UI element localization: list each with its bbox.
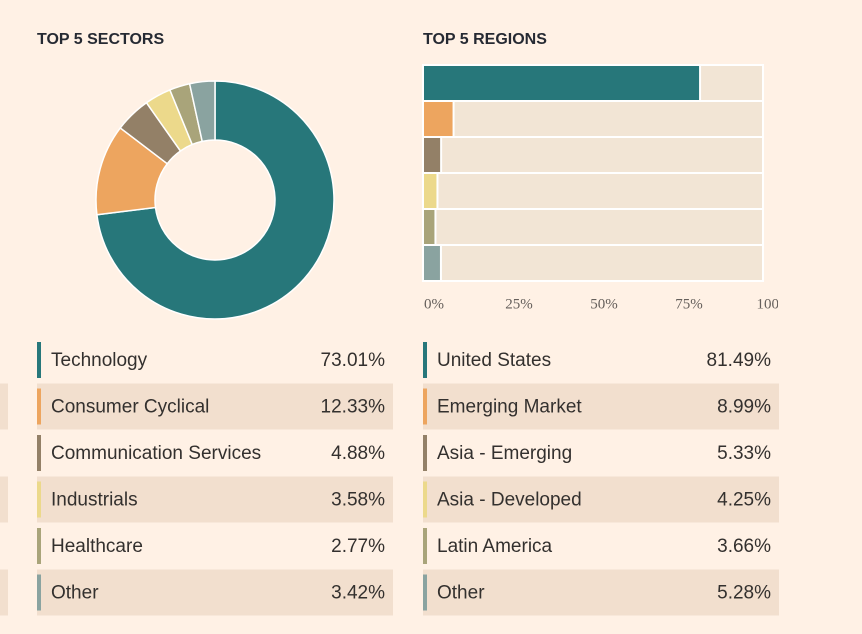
legend-swatch [37, 342, 41, 378]
bar [422, 172, 439, 210]
bar-track [422, 208, 764, 246]
bar [422, 208, 437, 246]
row-background [37, 569, 393, 616]
row-background [37, 476, 393, 523]
bar [422, 244, 442, 282]
bar-track [422, 244, 764, 282]
bar [422, 136, 443, 174]
x-tick-label: 25% [505, 296, 533, 312]
legend-swatch [423, 435, 427, 471]
value-label: 81.49% [707, 350, 772, 371]
legend-swatch [37, 388, 41, 425]
row-background [37, 383, 393, 430]
category-label: Other [437, 583, 485, 604]
category-label: Emerging Market [437, 397, 582, 418]
value-label: 73.01% [321, 350, 386, 371]
value-label: 5.28% [717, 583, 771, 604]
legend-swatch [37, 528, 41, 564]
row-background [0, 476, 8, 523]
x-tick-label: 0% [424, 296, 444, 312]
category-label: Asia - Emerging [437, 443, 572, 464]
legend-swatch [423, 574, 427, 611]
category-label: Healthcare [51, 536, 143, 557]
value-label: 3.66% [717, 536, 771, 557]
chart-title: TOP 5 REGIONS [423, 31, 547, 48]
x-tick-label: 75% [675, 296, 703, 312]
legend-swatch [37, 435, 41, 471]
value-label: 4.25% [717, 490, 771, 511]
category-label: Other [51, 583, 99, 604]
row-background [423, 569, 779, 616]
value-label: 4.88% [331, 443, 385, 464]
category-label: Latin America [437, 536, 553, 557]
value-label: 2.77% [331, 536, 385, 557]
pie-slice [188, 80, 216, 143]
value-label: 3.42% [331, 583, 385, 604]
legend-swatch [37, 574, 41, 611]
legend-swatch [423, 528, 427, 564]
value-label: 8.99% [717, 397, 771, 418]
value-label: 5.33% [717, 443, 771, 464]
bar-track [422, 172, 764, 210]
chart-title: TOP 5 SECTORS [37, 31, 164, 48]
row-background [423, 476, 779, 523]
bar [422, 64, 702, 102]
legend-swatch [423, 481, 427, 518]
category-label: Asia - Developed [437, 490, 582, 511]
legend-swatch [423, 342, 427, 378]
bar [422, 100, 455, 138]
row-background [423, 383, 779, 430]
value-label: 3.58% [331, 490, 385, 511]
legend-swatch [37, 481, 41, 518]
bar-track [422, 100, 764, 138]
bar-track [422, 136, 764, 174]
x-axis: 0% 25% 50% 75% 100% [424, 296, 792, 312]
pie-slice [96, 80, 335, 320]
x-tick-label: 100% [757, 296, 792, 312]
value-label: 12.33% [321, 397, 386, 418]
category-label: Technology [51, 350, 148, 371]
category-label: Communication Services [51, 443, 261, 464]
legend-swatch [423, 388, 427, 425]
row-background [0, 569, 8, 616]
category-label: Consumer Cyclical [51, 397, 209, 418]
row-background [0, 383, 8, 430]
category-label: United States [437, 350, 551, 371]
x-tick-label: 50% [590, 296, 618, 312]
category-label: Industrials [51, 490, 138, 511]
